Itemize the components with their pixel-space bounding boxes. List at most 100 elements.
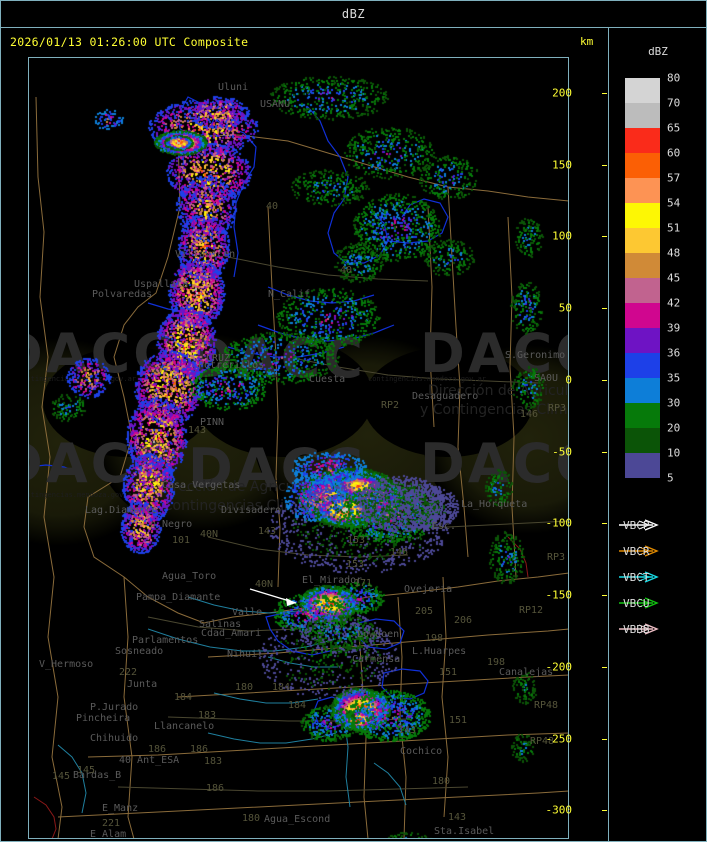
y-axis-tick-mark (602, 92, 607, 94)
map-place-label: Pincheira (76, 713, 131, 724)
map-place-label: Valle (232, 607, 263, 618)
map-place-label: L.Huarpes (412, 646, 467, 657)
map-place-label: 153 (346, 559, 365, 570)
frame-left (0, 0, 1, 842)
velocity-arrow-icon (619, 571, 659, 583)
velocity-legend-row: VBCU (617, 590, 707, 616)
map-place-label: 145 (52, 771, 71, 782)
radar-panel: 2026/01/13 01:26:00 UTC Composite km (2, 29, 607, 840)
velocity-legend-label: VBBB (623, 622, 650, 636)
colorbar-segment (625, 153, 660, 178)
y-axis-tick-mark (602, 451, 607, 453)
map-place-label: 184 (272, 682, 291, 693)
map-place-label: V_Hermoso (39, 659, 94, 670)
colorbar-tick-label: 54 (667, 196, 681, 210)
dbz-colorbar[interactable] (625, 78, 660, 478)
y-axis-tick-mark (602, 236, 607, 238)
frame-title-sep (0, 27, 707, 28)
map-place-label: Divisadero (221, 505, 282, 516)
map-place-label: Sosneado (115, 646, 164, 657)
colorbar-segment (625, 303, 660, 328)
map-place-label: 151 (439, 667, 458, 678)
colorbar-segment (625, 253, 660, 278)
velocity-legend-row: VBCT (617, 564, 707, 590)
map-place-label: 198 (425, 633, 444, 644)
colorbar-segment (625, 78, 660, 103)
window-title-bar: dBZ (0, 0, 707, 27)
velocity-arrow-icon (619, 597, 659, 609)
colorbar-tick-label: 80 (667, 71, 681, 85)
colorbar-tick-label: 51 (667, 221, 681, 235)
y-axis-tick-mark (602, 738, 607, 740)
colorbar-tick-label: 5 (667, 471, 674, 485)
map-place-label: CRUZ (206, 353, 231, 364)
map-place-label: 186 (148, 744, 167, 755)
y-axis-tick-label: 0 (565, 373, 572, 387)
map-place-label: 101 (172, 535, 191, 546)
map-place-label: Chihuido (90, 733, 139, 744)
y-axis-tick-mark (602, 379, 607, 381)
map-place-label: 146 (390, 547, 409, 558)
frame-legend-sep (608, 27, 609, 842)
map-place-label: USANU (260, 99, 291, 110)
y-axis-tick-label: -200 (545, 660, 573, 674)
map-place-label: Junta (127, 679, 158, 690)
map-place-label: Nihuil (227, 649, 264, 660)
y-axis-tick-label: 150 (552, 158, 572, 172)
colorbar-tick-label: 36 (667, 346, 681, 360)
legend-title: dBZ (648, 45, 668, 58)
velocity-arrow-icon (619, 623, 659, 635)
colorbar-segment (625, 353, 660, 378)
map-place-label: 206 (454, 615, 473, 626)
map-place-label: 145 (77, 765, 96, 776)
map-place-label: RP12 (519, 605, 544, 616)
map-place-label: S.Geronimo (505, 350, 566, 361)
map-place-label: 153 (347, 535, 366, 546)
map-place-label: Uspallata (134, 279, 189, 290)
map-place-label: Cdad_Amari (201, 628, 262, 639)
colorbar-tick-label: 65 (667, 121, 681, 135)
colorbar-tick-label: 70 (667, 96, 681, 110)
map-place-label: Potrerillos (198, 360, 265, 371)
map-place-label: Sta.Isabel (434, 826, 495, 837)
map-place-label: Parlamentos (132, 635, 199, 646)
y-axis-tick-label: -50 (552, 445, 572, 459)
y-axis-tick-mark (602, 308, 607, 310)
map-place-label: RP48 (530, 736, 555, 747)
y-axis-tick-label: 200 (552, 86, 572, 100)
y-axis-tick-label: 100 (552, 229, 572, 243)
y-axis-tick-label: -300 (545, 803, 573, 817)
map-place-label: 222 (119, 667, 138, 678)
y-axis-tick-mark (602, 595, 607, 597)
velocity-arrow-icon (619, 519, 659, 531)
colorbar-segment (625, 378, 660, 403)
map-place-label: RP3 (547, 552, 566, 563)
map-place-label: Villavicen (175, 249, 236, 260)
map-place-label: Canalejas (499, 667, 554, 678)
velocity-legend-label: VBCU (623, 596, 650, 610)
colorbar-tick-label: 45 (667, 271, 681, 285)
velocity-arrow-legend: VBCP VBCR VBCT VBCU VBBB (617, 512, 707, 642)
colorbar-tick-label: 35 (667, 371, 681, 385)
map-place-label: Casa_Vergetas (162, 480, 241, 491)
map-place-label: 184 (288, 700, 307, 711)
map-place-label: 143 (188, 425, 207, 436)
map-place-label: 143 (258, 526, 277, 537)
colorbar-tick-label: 48 (667, 246, 681, 260)
colorbar-tick-label: 20 (667, 421, 681, 435)
map-place-label: 180 (235, 682, 254, 693)
map-place-label: PINN (200, 417, 225, 428)
velocity-arrow-icon (619, 545, 659, 557)
map-place-label: Uluni (218, 82, 249, 93)
map-place-label: 198 (487, 657, 506, 668)
map-place-label: El_Mirador (302, 575, 363, 586)
y-axis-tick-mark (602, 666, 607, 668)
map-place-label: RP3 (548, 403, 567, 414)
map-place-label: Lag.Diamante (85, 505, 158, 516)
radar-map-plot[interactable]: DACC DACC DACC DACC DACC DACC Dirección … (28, 57, 569, 839)
map-place-label: RP2 (381, 400, 400, 411)
map-place-label: Esc. (432, 521, 457, 532)
y-axis-tick-label: -150 (545, 588, 573, 602)
colorbar-segment (625, 128, 660, 153)
